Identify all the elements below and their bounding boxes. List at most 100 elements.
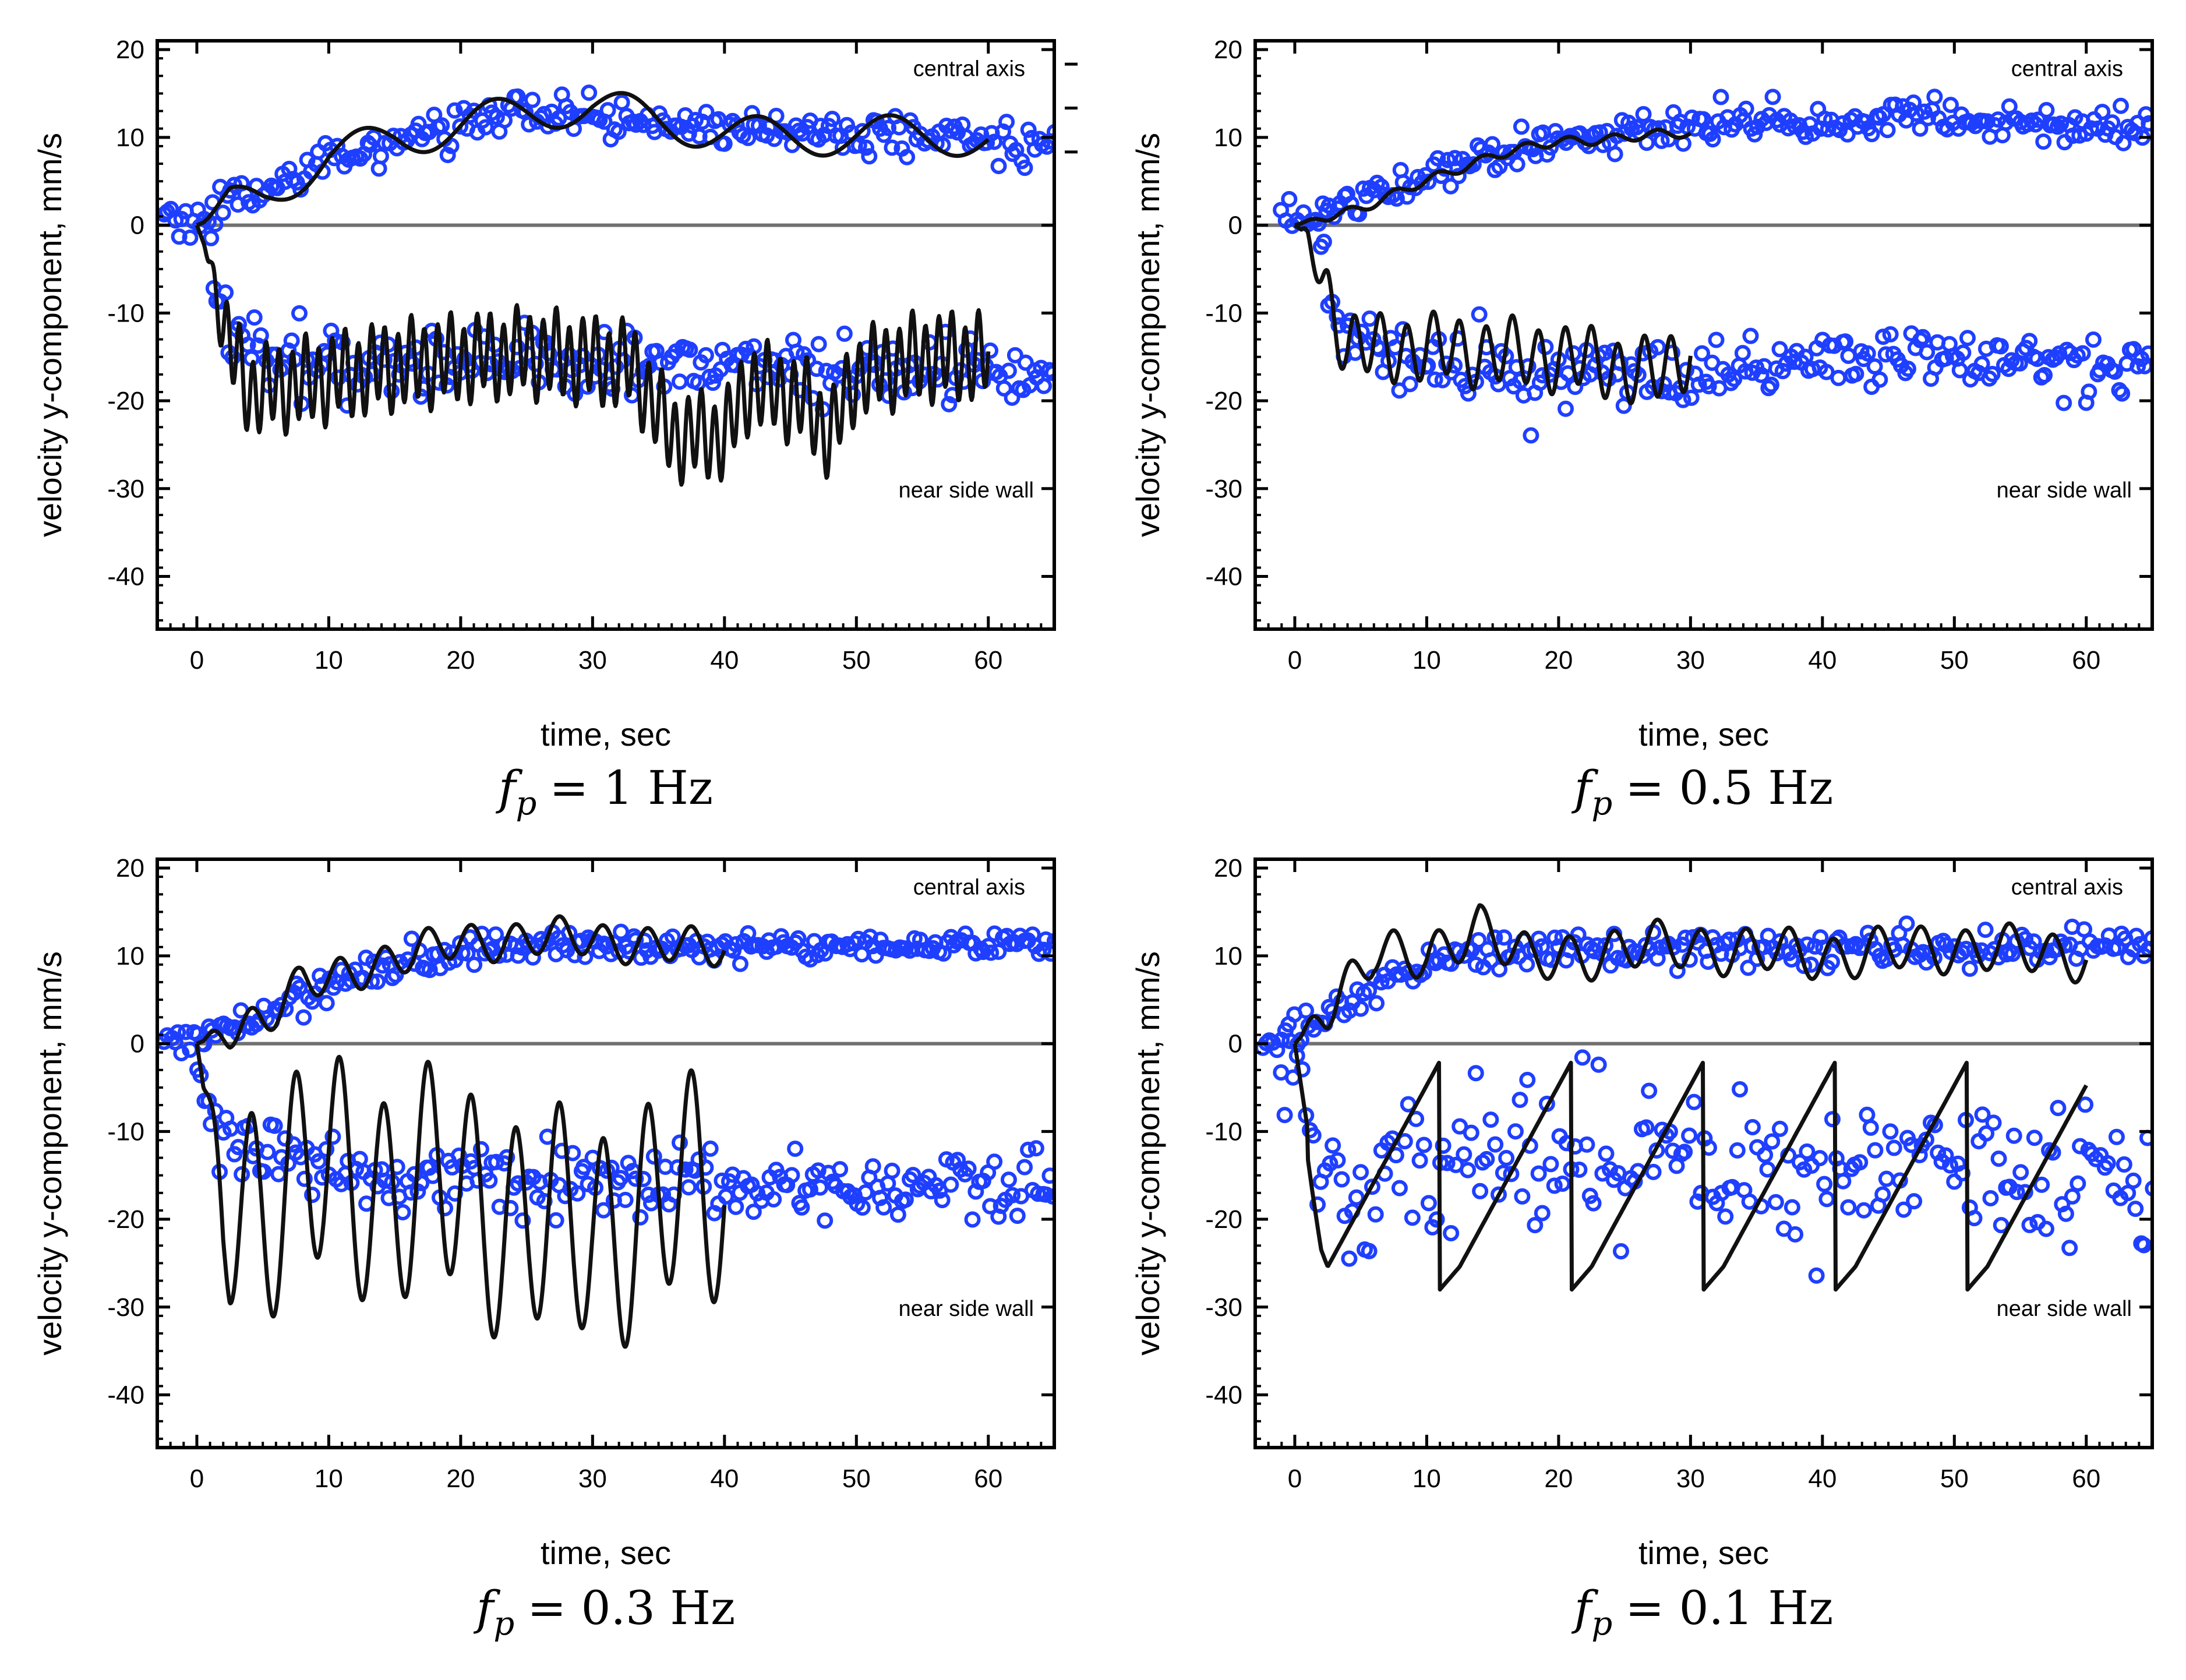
data-point bbox=[1017, 354, 1034, 371]
data-point bbox=[810, 1162, 827, 1179]
x-tick-label: 40 bbox=[1808, 646, 1837, 675]
caption-text: = 0.3 Hz bbox=[527, 1581, 735, 1635]
data-point bbox=[1859, 345, 1876, 362]
series-simulation-line bbox=[1293, 128, 1693, 227]
data-point bbox=[1530, 1165, 1547, 1182]
data-point bbox=[627, 1170, 644, 1187]
series-simulation-line bbox=[1293, 903, 2089, 1045]
data-point bbox=[1712, 89, 1729, 105]
data-point bbox=[982, 1198, 999, 1215]
annotation-central-axis: central axis bbox=[913, 57, 1025, 81]
x-tick-label: 0 bbox=[190, 1464, 204, 1493]
series-simulation-line bbox=[1293, 223, 1693, 405]
data-point bbox=[1764, 1133, 1781, 1150]
data-point bbox=[1542, 1156, 1559, 1173]
data-point bbox=[2061, 1240, 2078, 1257]
data-point bbox=[1808, 1267, 1825, 1284]
data-point bbox=[792, 382, 808, 398]
data-point bbox=[1420, 1195, 1437, 1212]
data-point bbox=[998, 114, 1015, 130]
data-point bbox=[1574, 1049, 1591, 1066]
data-point bbox=[541, 345, 557, 362]
data-point bbox=[394, 1203, 411, 1220]
x-tick-label: 10 bbox=[1412, 646, 1441, 675]
data-point bbox=[832, 1161, 849, 1178]
data-point bbox=[1507, 1123, 1524, 1140]
data-point bbox=[1784, 1199, 1800, 1216]
data-point bbox=[1361, 1243, 1378, 1259]
data-point bbox=[1027, 1140, 1044, 1157]
series-simulation-line bbox=[195, 914, 727, 1050]
y-tick-label: 10 bbox=[116, 123, 144, 152]
data-point bbox=[217, 284, 234, 301]
data-point bbox=[854, 123, 871, 140]
data-point bbox=[2070, 1175, 2086, 1192]
panel-caption: fp = 0.5 Hz bbox=[1571, 761, 1834, 823]
plot-area bbox=[157, 84, 1054, 487]
data-point bbox=[1977, 922, 1994, 938]
annotation-near-side-wall: near side wall bbox=[899, 478, 1034, 503]
data-point bbox=[169, 1024, 186, 1041]
data-point bbox=[2038, 101, 2055, 118]
x-tick-label: 20 bbox=[1544, 646, 1573, 675]
series-simulation-line bbox=[195, 1043, 727, 1349]
data-point bbox=[1428, 1211, 1445, 1228]
data-point bbox=[1315, 234, 1332, 250]
data-point bbox=[1368, 995, 1385, 1012]
x-tick-label: 60 bbox=[974, 1464, 1002, 1493]
data-point bbox=[1681, 1127, 1698, 1144]
data-point bbox=[2106, 363, 2123, 380]
data-point bbox=[1840, 347, 1857, 364]
data-point bbox=[2113, 97, 2130, 114]
data-point bbox=[2094, 104, 2111, 121]
data-point bbox=[1041, 1167, 1054, 1184]
data-point bbox=[801, 1181, 818, 1198]
y-tick-label: -40 bbox=[1205, 1381, 1242, 1410]
data-point bbox=[905, 1167, 921, 1184]
data-point bbox=[617, 1191, 634, 1208]
data-point bbox=[1361, 310, 1378, 327]
data-point bbox=[612, 1170, 629, 1187]
data-point bbox=[1961, 960, 1978, 977]
data-point bbox=[1442, 178, 1459, 195]
data-point bbox=[864, 1158, 881, 1175]
data-point bbox=[1866, 358, 1883, 375]
data-point bbox=[444, 1159, 461, 1176]
data-point bbox=[1463, 1124, 1479, 1141]
data-point bbox=[702, 1140, 719, 1157]
data-point bbox=[787, 1141, 804, 1157]
data-point bbox=[1512, 1092, 1528, 1109]
panel-top-left: 0 10 20 30 40 50 60 20 10 0 -10 -20 -30 -40 time, sec v… bbox=[31, 36, 1056, 823]
data-point bbox=[960, 1160, 977, 1177]
data-point bbox=[603, 1159, 620, 1176]
data-point bbox=[1496, 929, 1513, 946]
data-point bbox=[1530, 930, 1547, 947]
data-point bbox=[990, 157, 1007, 174]
data-point bbox=[2012, 1164, 2029, 1181]
data-point bbox=[2037, 1220, 2054, 1237]
x-tick-label: 40 bbox=[710, 646, 739, 675]
data-point bbox=[1771, 1120, 1788, 1137]
data-point bbox=[698, 104, 715, 121]
data-point bbox=[1534, 1205, 1551, 1222]
data-point bbox=[1839, 126, 1856, 143]
y-tick-label: 20 bbox=[1214, 36, 1242, 64]
y-tick-label: 10 bbox=[116, 942, 144, 970]
x-tick-label: 20 bbox=[446, 1464, 475, 1493]
data-point bbox=[854, 1199, 871, 1216]
data-point bbox=[1491, 158, 1508, 175]
data-point bbox=[889, 1206, 906, 1223]
data-point bbox=[1895, 1201, 1912, 1218]
data-point bbox=[259, 1143, 276, 1160]
data-point bbox=[173, 1044, 190, 1061]
x-tick-label: 40 bbox=[1808, 1464, 1837, 1493]
data-point bbox=[1840, 1199, 1857, 1216]
data-point bbox=[2008, 1184, 2025, 1201]
data-point bbox=[1472, 1183, 1489, 1199]
data-point bbox=[728, 1198, 744, 1215]
data-point bbox=[1787, 1226, 1804, 1243]
data-point bbox=[1518, 956, 1535, 973]
data-point bbox=[813, 118, 829, 135]
data-point bbox=[439, 147, 456, 164]
